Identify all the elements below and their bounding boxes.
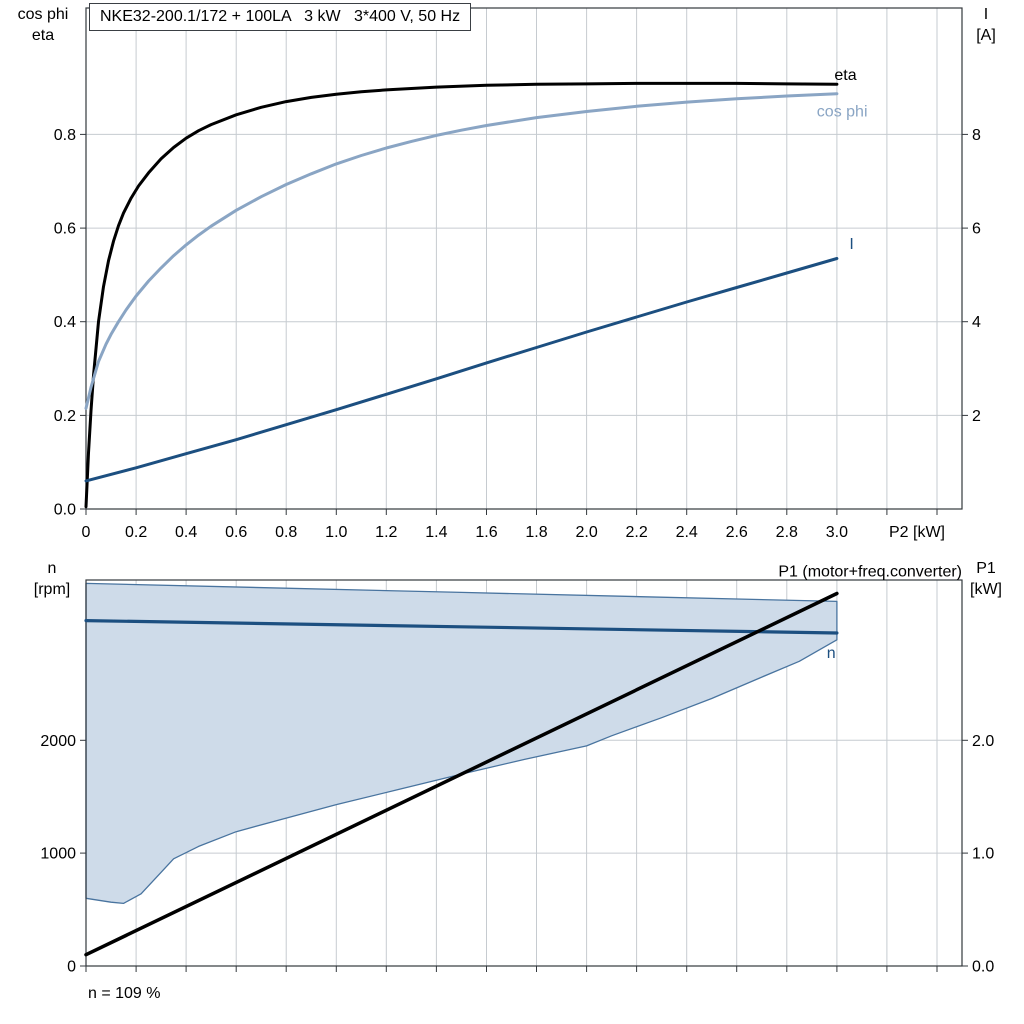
curve-label-speed: n bbox=[827, 645, 836, 662]
curve-label-p1: P1 (motor+freq.converter) bbox=[778, 564, 962, 581]
right-tick-label: 0.0 bbox=[972, 959, 994, 976]
x-tick-label: 1.6 bbox=[475, 524, 497, 541]
right-tick-label: 2.0 bbox=[972, 733, 994, 750]
right-axis-label-current: I bbox=[983, 6, 989, 23]
x-tick-label: 1.4 bbox=[425, 524, 447, 541]
x-tick-label: 2.0 bbox=[575, 524, 597, 541]
x-tick-label: 0.2 bbox=[125, 524, 147, 541]
x-tick-label: 2.6 bbox=[726, 524, 748, 541]
curve-p1 bbox=[84, 591, 839, 957]
right-tick-label: 4 bbox=[972, 314, 981, 331]
x-tick-label: 1.2 bbox=[375, 524, 397, 541]
x-tick-label: 1.8 bbox=[525, 524, 547, 541]
right-axis-unit-amps: [A] bbox=[976, 27, 996, 44]
x-tick-label: 1.0 bbox=[325, 524, 347, 541]
right-axis-label-p1: P1 bbox=[976, 560, 996, 577]
chart-title-box: NKE32-200.1/172 + 100LA 3 kW 3*400 V, 50… bbox=[89, 3, 472, 31]
curve-cos-phi bbox=[84, 92, 839, 410]
right-tick-label: 2 bbox=[972, 408, 981, 425]
right-tick-label: 6 bbox=[972, 221, 981, 238]
left-tick-label: 0.4 bbox=[54, 314, 76, 331]
left-axis-label-eta: eta bbox=[31, 27, 55, 44]
bottom-right-axis-header: P1 [kW] bbox=[958, 558, 1014, 600]
plot-frame bbox=[85, 579, 963, 967]
left-tick-label: 0 bbox=[67, 959, 76, 976]
left-tick-label: 0.0 bbox=[54, 502, 76, 519]
x-tick-label: 3.0 bbox=[826, 524, 848, 541]
left-tick-label: 0.8 bbox=[54, 127, 76, 144]
curve-label-eta: eta bbox=[834, 67, 856, 84]
curve-label-cos-phi: cos phi bbox=[817, 104, 868, 121]
left-tick-label: 0.6 bbox=[54, 221, 76, 238]
top-right-axis-header: I [A] bbox=[962, 4, 1010, 46]
curve-speed bbox=[84, 619, 839, 635]
speed-control-range bbox=[85, 582, 838, 905]
left-axis-label-cos-phi: cos phi bbox=[17, 6, 69, 23]
x-tick-label: 0.4 bbox=[175, 524, 197, 541]
x-tick-label: 0 bbox=[82, 524, 91, 541]
curve-eta bbox=[84, 81, 839, 509]
right-tick-label: 1.0 bbox=[972, 846, 994, 863]
chart-title: NKE32-200.1/172 + 100LA 3 kW 3*400 V, 50… bbox=[100, 8, 461, 25]
x-tick-label: 2.2 bbox=[625, 524, 647, 541]
x-tick-label: 2.4 bbox=[676, 524, 698, 541]
curve-current bbox=[84, 257, 839, 483]
x-tick-label: 0.8 bbox=[275, 524, 297, 541]
x-tick-label: 0.6 bbox=[225, 524, 247, 541]
left-tick-label: 2000 bbox=[40, 733, 76, 750]
left-axis-label-speed: n bbox=[47, 560, 57, 577]
plot-frame bbox=[85, 7, 963, 510]
left-tick-label: 1000 bbox=[40, 846, 76, 863]
x-axis-title: P2 [kW] bbox=[889, 524, 945, 541]
bottom-left-axis-header: n [rpm] bbox=[24, 558, 80, 600]
left-axis-unit-rpm: [rpm] bbox=[33, 581, 71, 598]
right-axis-unit-kw: [kW] bbox=[970, 581, 1002, 598]
x-tick-label: 2.8 bbox=[776, 524, 798, 541]
left-tick-label: 0.2 bbox=[54, 408, 76, 425]
top-left-axis-header: cos phi eta bbox=[6, 4, 80, 46]
speed-percentage-note: n = 109 % bbox=[88, 985, 161, 1002]
curve-label-current: I bbox=[849, 236, 853, 253]
right-tick-label: 8 bbox=[972, 127, 981, 144]
